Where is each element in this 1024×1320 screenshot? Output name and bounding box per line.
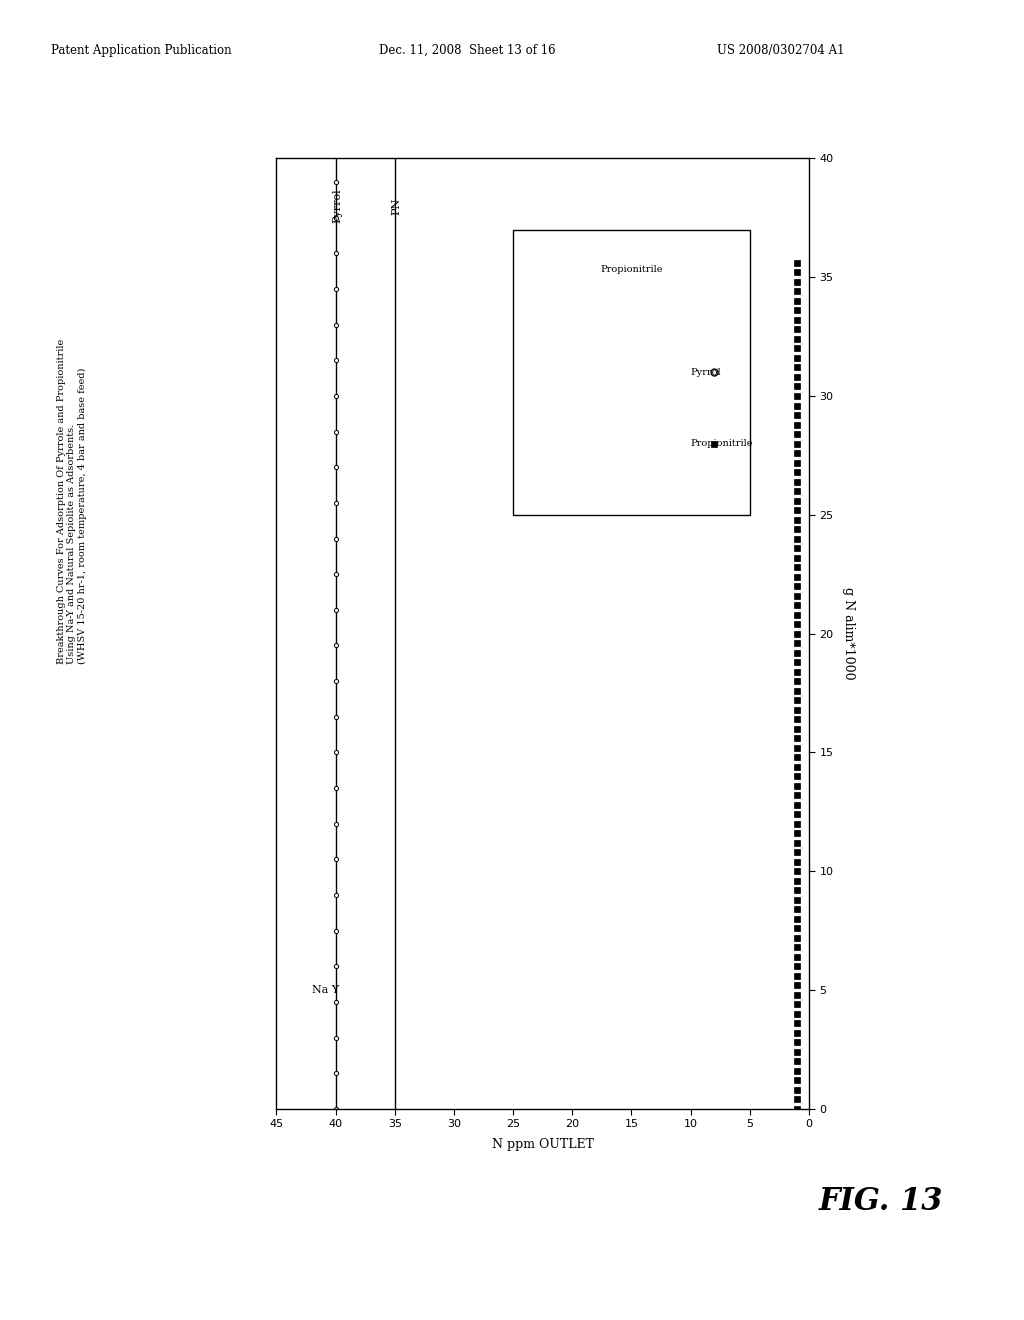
Text: Dec. 11, 2008  Sheet 13 of 16: Dec. 11, 2008 Sheet 13 of 16 [379, 44, 555, 57]
Y-axis label: g N alim*1000: g N alim*1000 [842, 587, 855, 680]
Text: FIG. 13: FIG. 13 [819, 1185, 944, 1217]
Text: Pyrrol: Pyrrol [332, 189, 342, 223]
Text: Propionitrile: Propionitrile [600, 265, 663, 275]
Text: PN: PN [391, 197, 401, 215]
Text: Pyrrol: Pyrrol [690, 368, 721, 376]
X-axis label: N ppm OUTLET: N ppm OUTLET [492, 1138, 594, 1151]
Text: US 2008/0302704 A1: US 2008/0302704 A1 [717, 44, 845, 57]
Text: Patent Application Publication: Patent Application Publication [51, 44, 231, 57]
Text: Na Y: Na Y [312, 985, 339, 995]
Text: Breakthrough Curves For Adsorption Of Pyrrole and Propionitrile
Using Na-Y and N: Breakthrough Curves For Adsorption Of Py… [56, 339, 87, 664]
FancyBboxPatch shape [513, 230, 750, 515]
Text: Propionitrile: Propionitrile [690, 440, 753, 447]
